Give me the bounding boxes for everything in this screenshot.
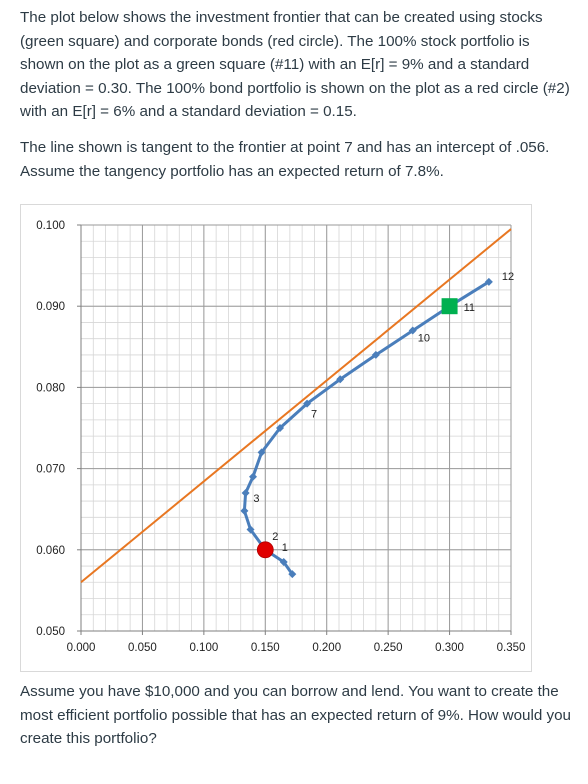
y-tick-label: 0.080 (36, 382, 65, 394)
frontier-point (408, 326, 417, 335)
frontier-point (240, 506, 249, 515)
bond-portfolio-marker (256, 541, 274, 559)
x-tick-label: 0.350 (497, 642, 526, 654)
point-label-2: 2 (272, 531, 278, 543)
x-tick-label: 0.050 (128, 642, 157, 654)
frontier-point (257, 448, 266, 457)
point-label-11: 11 (464, 302, 475, 314)
y-tick-label: 0.090 (36, 301, 65, 313)
y-tick-label: 0.060 (36, 545, 65, 557)
x-tick-label: 0.150 (251, 642, 280, 654)
y-tick-label: 0.100 (36, 220, 65, 232)
frontier-point (276, 424, 285, 432)
frontier-point (371, 350, 380, 359)
x-tick-label: 0.300 (435, 642, 464, 654)
point-label-3: 3 (253, 493, 259, 505)
point-label-1: 1 (282, 542, 288, 554)
point-label-12: 12 (502, 271, 514, 283)
frontier-point (241, 488, 250, 497)
chart-svg: 0.000 0.050 0.100 0.150 0.200 0.250 0.300 0.350… (36, 220, 526, 654)
point-label-7: 7 (311, 409, 317, 421)
frontier-point (288, 570, 297, 579)
frontier-point (279, 557, 288, 566)
x-tick-label: 0.250 (374, 642, 403, 654)
x-tick-label: 0.100 (189, 642, 218, 654)
frontier-point (303, 399, 312, 408)
question-tangent-info: The line shown is tangent to the frontie… (20, 139, 550, 180)
stock-portfolio-marker (441, 298, 458, 315)
x-tick-label: 0.200 (312, 642, 341, 654)
frontier-point (484, 277, 493, 286)
y-tick-label: 0.070 (36, 464, 65, 476)
question-intro: The plot below shows the investment fron… (20, 9, 570, 121)
frontier-point (249, 472, 257, 481)
question-ask: Assume you have $10,000 and you can borr… (20, 683, 571, 748)
x-tick-label: 0.000 (67, 642, 96, 654)
investment-frontier-chart: 0.000 0.050 0.100 0.150 0.200 0.250 0.300 0.350… (20, 204, 532, 672)
frontier-point (336, 375, 345, 384)
tangent-line (80, 228, 512, 584)
y-tick-label: 0.050 (36, 626, 65, 638)
frontier-point (246, 525, 255, 534)
point-label-10: 10 (418, 333, 430, 345)
